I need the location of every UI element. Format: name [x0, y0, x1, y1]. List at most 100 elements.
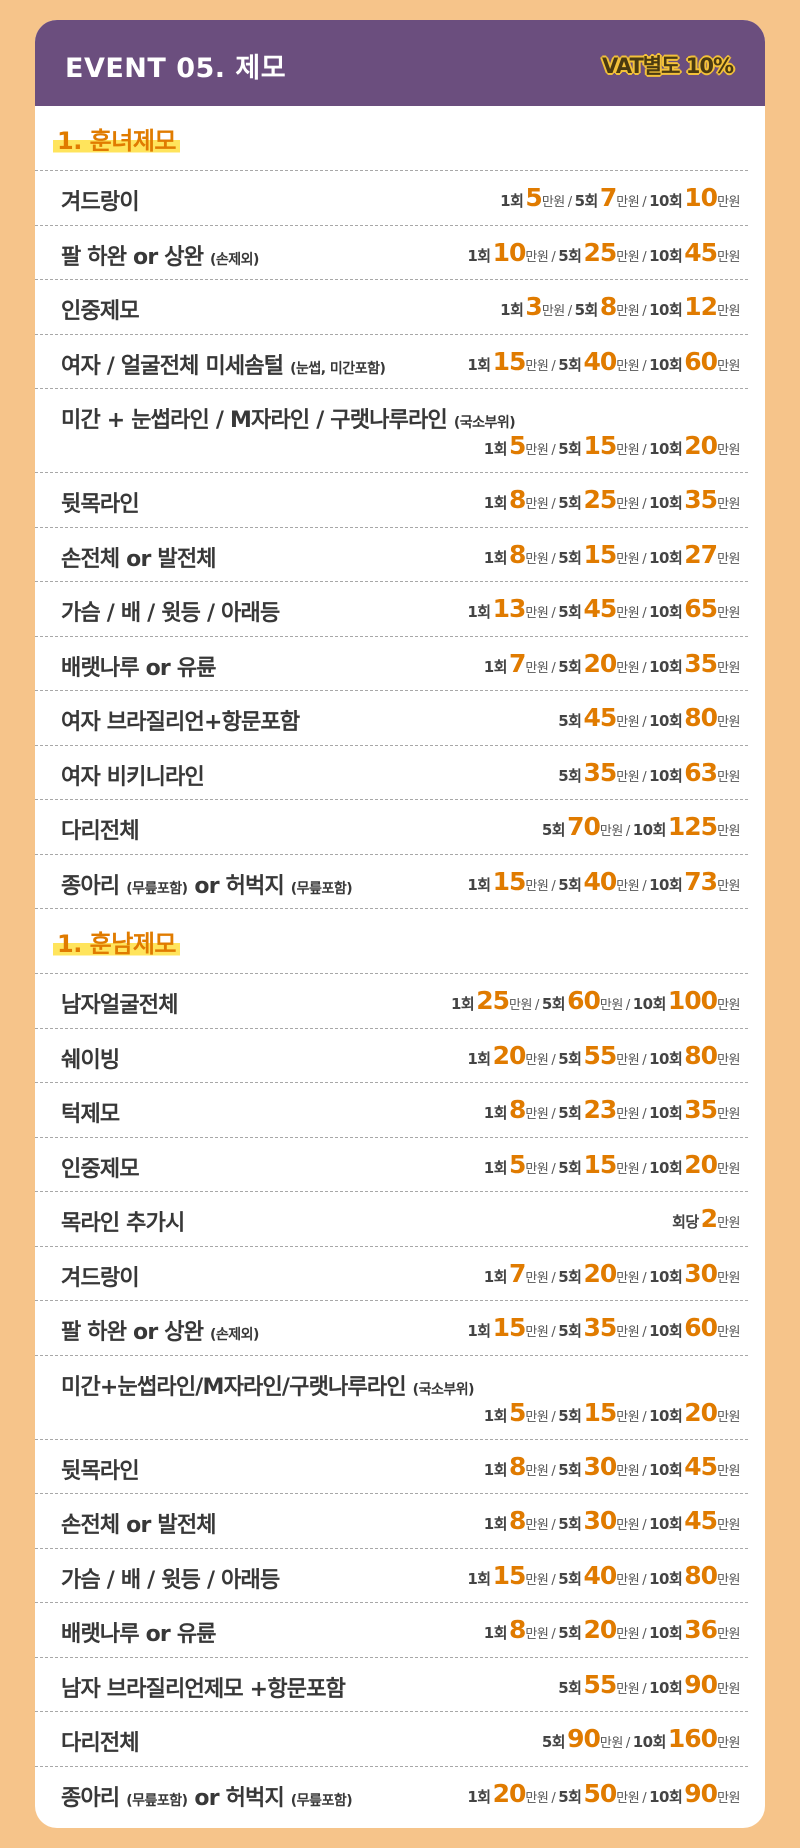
treatment-label: 종아리 — [61, 1785, 120, 1811]
price-separator: / — [551, 660, 556, 676]
price-value: 35 — [684, 1095, 718, 1124]
price-unit: 만원 — [717, 497, 740, 512]
price-separator: / — [642, 1107, 647, 1122]
price-info: 5회55만원/10회90만원 — [558, 1670, 740, 1699]
treatment-label: 인중제모 — [61, 1156, 140, 1182]
session-count: 5회 — [558, 1104, 582, 1122]
treatment-name: 종아리 (무릎포함) or 허벅지 (무릎포함) — [61, 1780, 353, 1812]
session-count: 5회 — [558, 1049, 582, 1068]
price-separator: / — [642, 769, 647, 785]
price-separator: / — [551, 1052, 556, 1068]
price-info: 5회35만원/10회63만원 — [558, 758, 740, 787]
treatment-label: 종아리 — [61, 873, 120, 899]
session-count: 5회 — [558, 657, 582, 676]
price-separator: / — [642, 358, 647, 374]
price-value: 15 — [492, 1313, 527, 1342]
price-value: 2 — [700, 1204, 718, 1233]
treatment-label: 다리전체 — [61, 1731, 140, 1756]
price-value: 65 — [684, 594, 718, 623]
treatment-label: 쉐이빙 — [61, 1047, 120, 1073]
price-row: 가슴 / 배 / 윗등 / 아래등 1회15만원/5회40만원/10회80만원 — [35, 1549, 748, 1603]
price-value: 35 — [684, 485, 718, 514]
price-value: 13 — [492, 594, 527, 623]
session-count: 1회 — [483, 1460, 508, 1479]
price-value: 55 — [583, 1040, 617, 1070]
price-value: 20 — [492, 1040, 527, 1070]
price-row: 남자 브라질리언제모 +항문포함 5회55만원/10회90만원 — [35, 1658, 748, 1712]
treatment-label: 턱제모 — [61, 1102, 120, 1127]
price-info: 1회13만원/5회45만원/10회65만원 — [467, 594, 740, 623]
treatment-name: 가슴 / 배 / 윗등 / 아래등 — [61, 1562, 280, 1594]
price-separator: / — [642, 1161, 647, 1177]
price-separator: / — [642, 1627, 647, 1642]
treatment-note-alt: (무릎포함) — [290, 880, 353, 897]
price-unit: 만원 — [717, 1107, 740, 1122]
price-value: 5 — [525, 183, 542, 212]
session-count: 10회 — [649, 875, 683, 894]
price-unit: 만원 — [616, 551, 640, 567]
price-card: EVENT 05. 제모 VAT별도 10% 1. 훈녀제모 겨드랑이 1회5만원 /… — [35, 20, 765, 1828]
session-count: 1회 — [467, 1569, 491, 1588]
treatment-note: (국소부위) — [412, 1381, 475, 1398]
price-unit: 만원 — [616, 304, 640, 319]
session-count: 5회 — [558, 712, 582, 730]
price-info: 1회25만원/5회60만원/10회100만원 — [451, 986, 741, 1015]
price-value: 8 — [509, 1615, 526, 1644]
price-unit: 만원 — [525, 1409, 549, 1425]
price-unit: 만원 — [717, 443, 740, 458]
price-unit: 만원 — [616, 606, 640, 621]
session-count: 10회 — [649, 1049, 683, 1068]
treatment-label: 인중제모 — [61, 299, 140, 324]
price-info: 1회5만원/5회15만원/10회20만원 — [484, 1150, 741, 1179]
session-count: 10회 — [649, 1322, 683, 1340]
session-count: 10회 — [649, 1624, 683, 1642]
session-count: 10회 — [649, 1267, 683, 1286]
price-row: 뒷목라인 1회8만원/5회30만원/10회45만원 — [35, 1440, 748, 1494]
price-value: 60 — [684, 346, 718, 376]
session-count: 10회 — [632, 821, 667, 839]
price-sections: 1. 훈녀제모 겨드랑이 1회5만원/5회7만원/10회10만원 팔 하완 or 상완… — [35, 106, 765, 1820]
session-count: 5회 — [558, 1322, 582, 1340]
session-count: 1회 — [467, 355, 491, 374]
price-value: 5 — [509, 431, 526, 460]
session-count: 5회 — [558, 766, 582, 785]
price-value: 7 — [599, 183, 617, 212]
session-count: 5회 — [541, 995, 566, 1013]
treatment-label: 손전체 or 발전체 — [61, 1513, 217, 1538]
price-separator: / — [642, 878, 647, 894]
price-unit: 만원 — [616, 1627, 640, 1642]
section-title: 1. 훈녀제모 — [53, 121, 180, 156]
price-value: 20 — [583, 1258, 617, 1288]
price-unit: 만원 — [616, 443, 640, 458]
treatment-name: 팔 하완 or 상완 (손제외) — [61, 1314, 259, 1346]
session-count: 5회 — [558, 246, 582, 265]
price-separator: / — [551, 249, 556, 265]
session-count: 5회 — [574, 192, 599, 210]
price-info: 1회15만원/5회40만원/10회60만원 — [467, 347, 740, 376]
price-value: 20 — [583, 648, 617, 678]
price-row: 종아리 (무릎포함) or 허벅지 (무릎포함) 1회15만원/5회40만원/10… — [35, 855, 748, 909]
session-count: 1회 — [467, 1049, 491, 1068]
session-count: 1회 — [467, 875, 491, 894]
treatment-label: 미간 + 눈썹라인 / M자라인 / 구랫나루라인 — [61, 408, 448, 433]
price-value: 8 — [509, 539, 526, 569]
price-separator: / — [642, 1681, 647, 1697]
price-row: 남자얼굴전체 1회25만원/5회60만원/10회100만원 — [35, 974, 748, 1029]
price-separator: / — [551, 606, 556, 621]
session-count: 1회 — [483, 548, 508, 567]
price-info: 1회15만원/5회35만원/10회60만원 — [467, 1313, 740, 1342]
price-value: 25 — [476, 986, 510, 1015]
price-value: 45 — [684, 237, 718, 267]
price-unit: 만원 — [525, 1790, 549, 1806]
price-unit: 만원 — [616, 1325, 640, 1340]
price-value: 8 — [509, 1095, 526, 1124]
session-count: 1회 — [483, 1406, 508, 1425]
price-unit: 만원 — [717, 249, 740, 265]
price-separator: / — [642, 715, 647, 730]
price-value: 15 — [492, 866, 527, 896]
session-count: 10회 — [649, 301, 683, 319]
session-count: 1회 — [483, 440, 508, 458]
treatment-label: 겨드랑이 — [61, 190, 140, 215]
price-row: 다리전체 5회90만원/10회160만원 — [35, 1712, 748, 1767]
price-unit: 만원 — [717, 715, 740, 730]
